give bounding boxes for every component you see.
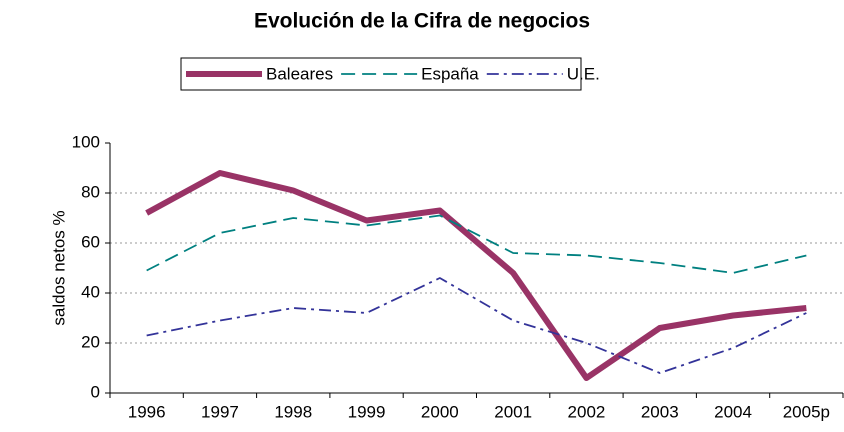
y-tick-label: 0	[91, 382, 100, 401]
x-tick-label: 1998	[274, 402, 312, 421]
series-line	[146, 214, 807, 274]
series-line	[145, 170, 807, 381]
x-tick-label: 1997	[201, 402, 239, 421]
chart-title: Evolución de la Cifra de negocios	[254, 10, 590, 33]
legend-label: Baleares	[266, 64, 333, 83]
y-tick-label: 100	[72, 132, 100, 151]
y-axis-label: saldos netos %	[49, 210, 68, 325]
series-line	[146, 277, 807, 374]
y-tick-label: 60	[81, 232, 100, 251]
x-tick-label: 2004	[714, 402, 752, 421]
x-tick-label: 2001	[494, 402, 532, 421]
y-tick-label: 80	[81, 182, 100, 201]
legend-label: U.E.	[567, 64, 600, 83]
y-tick-label: 20	[81, 332, 100, 351]
legend-label: España	[421, 64, 479, 83]
x-tick-label: 2002	[568, 402, 606, 421]
x-tick-label: 1996	[128, 402, 166, 421]
x-tick-label: 2000	[421, 402, 459, 421]
y-tick-label: 40	[81, 282, 100, 301]
x-tick-label: 1999	[348, 402, 386, 421]
x-tick-label: 2005p	[783, 402, 830, 421]
x-tick-label: 2003	[641, 402, 679, 421]
